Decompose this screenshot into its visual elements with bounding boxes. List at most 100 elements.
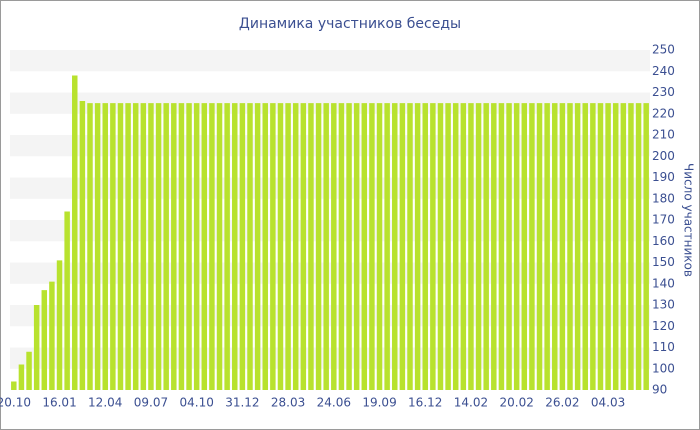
y-tick-label: 150	[652, 255, 675, 269]
y-tick-label: 140	[652, 276, 675, 290]
x-tick-label: 31.12	[225, 396, 259, 410]
bar	[64, 211, 70, 390]
bar	[529, 103, 535, 390]
bar	[232, 103, 238, 390]
bar	[18, 364, 25, 390]
x-tick-label: 24.06	[317, 396, 351, 410]
y-tick-label: 220	[652, 106, 675, 120]
bar	[102, 103, 108, 390]
bar	[72, 75, 78, 390]
grid-band	[10, 262, 650, 284]
grid-band	[10, 92, 650, 114]
bar	[148, 103, 154, 390]
bar	[643, 103, 649, 390]
bar	[513, 103, 520, 390]
bar	[475, 103, 482, 390]
y-tick-label: 240	[652, 64, 675, 78]
x-tick-label: 09.07	[134, 396, 168, 410]
x-tick-label: 16.12	[408, 396, 442, 410]
bar	[605, 103, 611, 390]
bar	[186, 103, 192, 390]
bar	[521, 103, 528, 390]
x-tick-label: 26.02	[545, 396, 579, 410]
bar	[209, 103, 215, 390]
bar	[491, 103, 497, 390]
x-tick-label: 04.03	[591, 396, 625, 410]
bar	[582, 103, 588, 390]
bar	[369, 103, 375, 390]
bar	[628, 103, 634, 390]
bar	[87, 103, 93, 390]
grid-band	[10, 305, 650, 327]
bar	[56, 260, 63, 390]
bar	[239, 103, 246, 390]
bar	[590, 103, 596, 390]
bar	[483, 103, 489, 390]
bar	[41, 290, 48, 390]
bar	[338, 103, 345, 390]
bar	[597, 103, 604, 390]
bar	[49, 281, 55, 390]
bar	[346, 103, 352, 390]
bar	[574, 103, 581, 390]
bar	[247, 103, 253, 390]
bar	[178, 103, 185, 390]
bar	[544, 103, 550, 390]
grid-band	[10, 177, 650, 199]
bar	[110, 103, 116, 390]
bar	[11, 381, 17, 390]
bar	[407, 103, 413, 390]
bar	[567, 103, 573, 390]
bar	[140, 103, 147, 390]
y-tick-label: 110	[652, 340, 675, 354]
y-tick-label: 230	[652, 85, 675, 99]
bar	[292, 103, 299, 390]
bar	[460, 103, 467, 390]
y-tick-label: 210	[652, 128, 675, 142]
x-tick-label: 14.02	[454, 396, 488, 410]
chart-title: Динамика участников беседы	[239, 16, 461, 32]
bar	[430, 103, 436, 390]
bar	[414, 103, 421, 390]
bar	[308, 103, 314, 390]
bar	[254, 103, 261, 390]
bar	[620, 103, 627, 390]
bar	[201, 103, 208, 390]
bar	[445, 103, 451, 390]
y-tick-label: 250	[652, 43, 675, 57]
bar	[536, 103, 543, 390]
x-tick-label: 28.03	[271, 396, 305, 410]
x-tick-label: 20.02	[499, 396, 533, 410]
bar	[125, 103, 131, 390]
y-tick-label: 130	[652, 298, 675, 312]
bar	[155, 103, 162, 390]
x-tick-label: 19.09	[362, 396, 396, 410]
bar	[270, 103, 276, 390]
bar	[193, 103, 200, 390]
bar	[612, 103, 619, 390]
bar	[361, 103, 368, 390]
bar	[552, 103, 558, 390]
y-tick-label: 100	[652, 361, 675, 375]
y-tick-label: 190	[652, 170, 675, 184]
bar	[422, 103, 428, 390]
bar	[392, 103, 398, 390]
bar	[163, 103, 169, 390]
y-axis-label: Число участников	[682, 163, 696, 277]
y-tick-label: 120	[652, 319, 675, 333]
y-tick-label: 90	[652, 383, 667, 397]
bar	[117, 103, 124, 390]
bar	[498, 103, 505, 390]
x-tick-label: 04.10	[179, 396, 213, 410]
bar	[376, 103, 383, 390]
x-tick-label: 12.04	[88, 396, 122, 410]
grid-band	[10, 220, 650, 242]
bar	[323, 103, 329, 390]
bar	[300, 103, 307, 390]
bar	[506, 103, 512, 390]
bar	[216, 103, 223, 390]
bar	[132, 103, 139, 390]
grid-band	[10, 347, 650, 369]
bar	[353, 103, 360, 390]
